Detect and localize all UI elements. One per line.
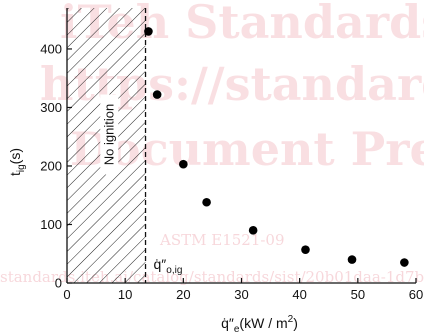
- y-axis-label: tig(s): [7, 148, 27, 176]
- y-tick-label: 400: [40, 41, 62, 56]
- x-axis-label-close: ): [293, 315, 298, 331]
- critical-flux-label: q̇″o,ig: [154, 256, 183, 276]
- data-point: [144, 27, 153, 36]
- y-tick-label: 200: [40, 158, 62, 173]
- x-tick-label: 60: [409, 287, 423, 302]
- data-point: [179, 159, 188, 169]
- critical-flux-label-base: q̇″: [154, 256, 167, 272]
- x-tick-label: 40: [292, 287, 306, 302]
- no-ignition-label-background: [100, 94, 119, 175]
- y-axis-label-sub: ig: [16, 164, 27, 172]
- critical-flux-label-sub: o,ig: [166, 265, 182, 276]
- data-series: [144, 27, 409, 267]
- y-tick-label: 100: [40, 217, 62, 232]
- y-axis-label-base: t: [7, 172, 23, 176]
- x-axis-label: q̇″e(kW / m2): [221, 314, 298, 334]
- data-point: [202, 197, 211, 207]
- watermark: iTeh Standards https://standards.iteh.ai…: [0, 0, 424, 286]
- x-axis-label-sub: e: [234, 324, 240, 334]
- x-tick-label: 10: [118, 287, 132, 302]
- x-axis-label-base: q̇″: [221, 315, 234, 331]
- data-point: [347, 255, 357, 264]
- y-axis-label-rest: (s): [7, 148, 23, 164]
- x-tick-label: 30: [234, 287, 248, 302]
- x-tick-label: 0: [63, 287, 70, 302]
- critical-flux-annotation: q̇″o,ig: [154, 256, 183, 276]
- data-point: [248, 226, 258, 235]
- no-ignition-label: No ignition: [101, 104, 116, 165]
- data-point: [400, 258, 409, 267]
- x-axis-label-rest: (kW / m: [239, 315, 287, 331]
- x-axis-ticks: 0 10 20 30 40 50 60: [63, 278, 423, 302]
- x-tick-label: 20: [176, 287, 190, 302]
- x-tick-label: 50: [351, 287, 365, 302]
- y-tick-label: 300: [40, 100, 62, 115]
- y-axis-ticks: 0 100 200 300 400: [40, 41, 72, 291]
- data-point: [152, 90, 162, 99]
- data-point: [301, 245, 310, 254]
- watermark-code: ASTM E1521-09: [159, 231, 285, 249]
- x-axis-label-sup: 2: [288, 314, 294, 325]
- y-tick-label: 0: [55, 276, 62, 291]
